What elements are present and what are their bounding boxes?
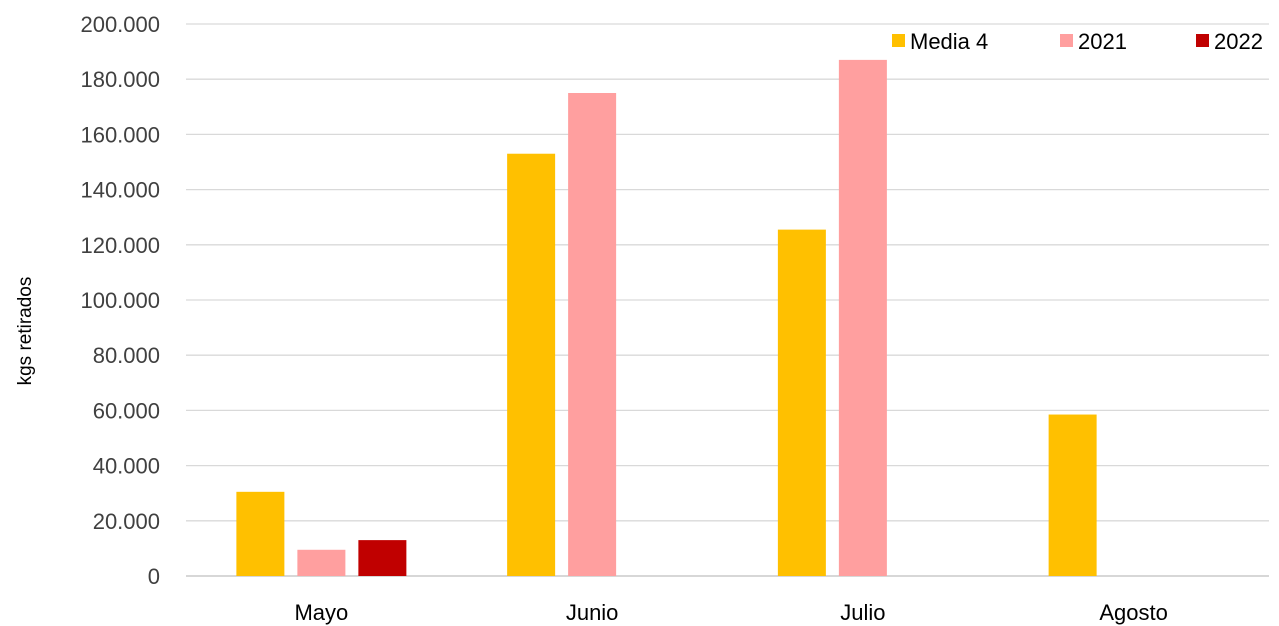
bar-2022-mayo — [358, 540, 407, 576]
y-tick-label: 40.000 — [93, 454, 160, 479]
bar-media-4-agosto — [1048, 414, 1097, 576]
y-tick-label: 100.000 — [80, 288, 160, 313]
legend: Media 4 2021 2022 — [892, 29, 1263, 54]
y-tick-label: 200.000 — [80, 12, 160, 37]
legend-swatch — [1060, 34, 1073, 47]
y-axis-label: kgs retirados — [15, 277, 36, 386]
y-tick-label: 20.000 — [93, 509, 160, 534]
legend-label: 2021 — [1078, 29, 1127, 54]
x-category-label: Mayo — [294, 600, 348, 625]
x-axis-categories: Mayo Junio Julio Agosto — [294, 600, 1167, 625]
bar-2021-mayo — [297, 549, 346, 576]
x-category-label: Junio — [566, 600, 619, 625]
x-category-label: Julio — [840, 600, 885, 625]
y-tick-label: 120.000 — [80, 233, 160, 258]
legend-swatch — [1196, 34, 1209, 47]
bar-media-4-julio — [777, 229, 826, 576]
y-tick-label: 60.000 — [93, 398, 160, 423]
y-tick-label: 0 — [148, 564, 160, 589]
legend-label: 2022 — [1214, 29, 1263, 54]
gridlines — [186, 23, 1269, 577]
y-tick-label: 80.000 — [93, 343, 160, 368]
bar-2021-julio — [838, 59, 887, 576]
bar-media-4-mayo — [236, 491, 285, 576]
legend-label: Media 4 — [910, 29, 988, 54]
bars — [236, 59, 1097, 576]
bar-media-4-junio — [507, 153, 556, 576]
y-tick-label: 160.000 — [80, 122, 160, 147]
y-tick-label: 180.000 — [80, 67, 160, 92]
legend-swatch — [892, 34, 905, 47]
y-tick-label: 140.000 — [80, 178, 160, 203]
x-category-label: Agosto — [1099, 600, 1168, 625]
y-axis-ticks: 0 20.000 40.000 60.000 80.000 100.000 120.000 1… — [80, 12, 160, 589]
bar-2021-junio — [568, 93, 617, 576]
